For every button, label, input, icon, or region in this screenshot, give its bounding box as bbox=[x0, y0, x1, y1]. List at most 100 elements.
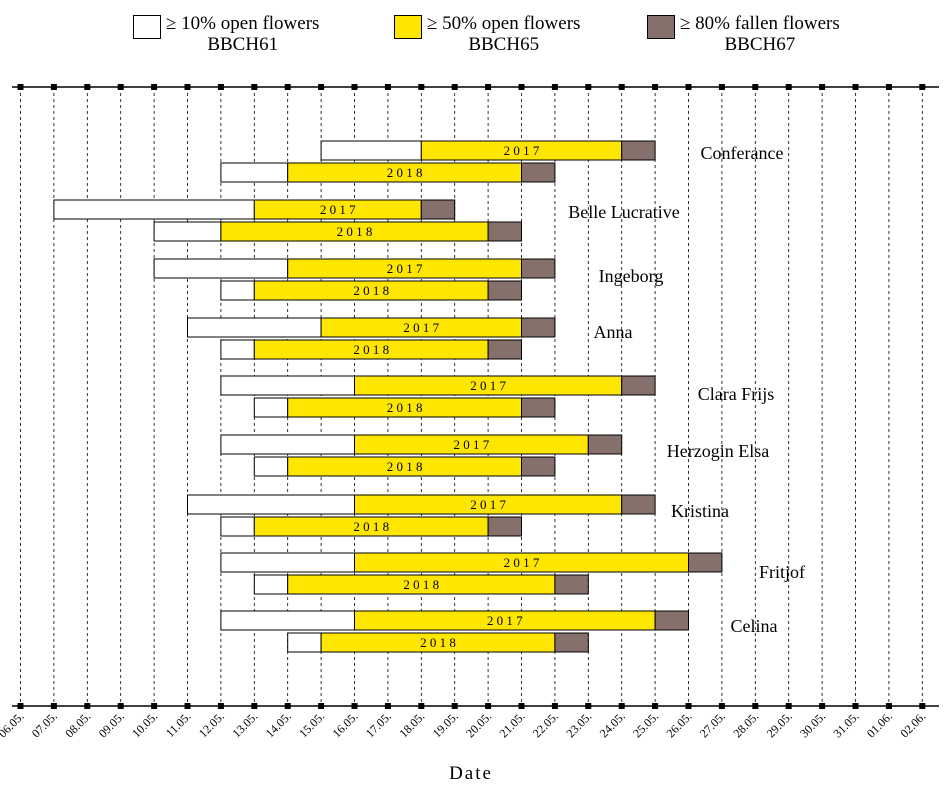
bar-year-label: 2 0 1 7 bbox=[504, 143, 540, 158]
tick-marker bbox=[184, 84, 191, 90]
bar-year-label: 2 0 1 7 bbox=[487, 613, 523, 628]
tick-marker bbox=[585, 703, 592, 709]
tick-marker bbox=[485, 84, 492, 90]
tick-marker bbox=[819, 84, 826, 90]
bar-bbch67 bbox=[621, 140, 656, 161]
bar-year-label: 2 0 1 7 bbox=[387, 261, 423, 276]
tick-marker bbox=[652, 703, 659, 709]
tick-marker bbox=[518, 84, 525, 90]
bar-bbch67 bbox=[554, 632, 589, 653]
tick-marker bbox=[885, 84, 892, 90]
tick-marker bbox=[284, 703, 291, 709]
tick-marker bbox=[117, 703, 124, 709]
x-tick-label: 26.05. bbox=[664, 709, 695, 740]
tick-marker bbox=[17, 703, 24, 709]
x-tick-label: 11.05. bbox=[163, 709, 194, 740]
tick-marker bbox=[418, 703, 425, 709]
legend-item-bbch67: ≥ 80% fallen flowers BBCH67 bbox=[647, 13, 840, 55]
tick-marker bbox=[551, 703, 558, 709]
bar-year-label: 2 0 1 8 bbox=[403, 577, 439, 592]
bar-bbch67 bbox=[521, 397, 556, 418]
tick-marker bbox=[351, 703, 358, 709]
bar-bbch61 bbox=[53, 199, 255, 220]
tick-marker bbox=[685, 703, 692, 709]
bar-year-label: 2 0 1 7 bbox=[320, 202, 356, 217]
tick-marker bbox=[384, 84, 391, 90]
tick-marker bbox=[251, 703, 258, 709]
bar-bbch67 bbox=[621, 494, 656, 515]
tick-marker bbox=[652, 84, 659, 90]
x-tick-label: 02.06. bbox=[897, 709, 928, 740]
tick-marker bbox=[819, 703, 826, 709]
bar-bbch67 bbox=[487, 280, 523, 301]
bar-bbch61 bbox=[187, 317, 322, 338]
tick-marker bbox=[618, 703, 625, 709]
legend-swatch-bbch61 bbox=[133, 15, 161, 39]
grid-lines bbox=[20, 87, 923, 706]
variety-label: Celina bbox=[731, 616, 778, 636]
x-tick-label: 15.05. bbox=[296, 709, 327, 740]
tick-marker bbox=[84, 703, 91, 709]
tick-marker bbox=[151, 703, 158, 709]
x-tick-label: 19.05. bbox=[430, 709, 461, 740]
bar-bbch61 bbox=[220, 552, 355, 573]
tick-marker bbox=[485, 703, 492, 709]
x-tick-label: 16.05. bbox=[330, 709, 361, 740]
bar-year-label: 2 0 1 8 bbox=[353, 519, 389, 534]
tick-marker bbox=[17, 84, 24, 90]
bar-bbch61 bbox=[253, 456, 289, 477]
bar-year-label: 2 0 1 8 bbox=[353, 342, 389, 357]
bar-bbch61 bbox=[220, 516, 255, 537]
bar-bbch61 bbox=[320, 140, 422, 161]
legend-swatch-bbch65 bbox=[394, 15, 422, 39]
legend-item-bbch61: ≥ 10% open flowers BBCH61 bbox=[133, 13, 319, 55]
bar-bbch67 bbox=[654, 610, 689, 631]
tick-marker bbox=[785, 84, 792, 90]
tick-marker bbox=[785, 703, 792, 709]
bar-bbch61 bbox=[220, 162, 289, 183]
x-tick-label: 29.05. bbox=[764, 709, 795, 740]
variety-label: Conferance bbox=[701, 143, 784, 163]
bar-year-label: 2 0 1 8 bbox=[353, 283, 389, 298]
variety-label: Belle Lucrative bbox=[568, 202, 679, 222]
bar-year-label: 2 0 1 7 bbox=[403, 320, 439, 335]
tick-marker bbox=[50, 84, 57, 90]
tick-marker bbox=[384, 703, 391, 709]
bar-bbch61 bbox=[253, 397, 289, 418]
x-tick-label: 24.05. bbox=[597, 709, 628, 740]
legend-label-line1: ≥ 80% fallen flowers bbox=[680, 13, 840, 34]
tick-marker bbox=[718, 84, 725, 90]
tick-marker bbox=[885, 703, 892, 709]
variety-labels: Conferance Belle Lucrative Ingeborg Anna Cla… bbox=[568, 143, 805, 636]
tick-marker bbox=[685, 84, 692, 90]
x-axis-title: Date bbox=[449, 763, 493, 784]
legend-label-line1: ≥ 50% open flowers bbox=[427, 13, 581, 34]
x-tick-label: 27.05. bbox=[697, 709, 728, 740]
tick-marker bbox=[551, 84, 558, 90]
x-tick-label: 12.05. bbox=[196, 709, 227, 740]
tick-marker bbox=[351, 84, 358, 90]
x-tick-label: 22.05. bbox=[530, 709, 561, 740]
bar-year-label: 2 0 1 7 bbox=[454, 437, 490, 452]
bar-year-label: 2 0 1 7 bbox=[504, 555, 540, 570]
x-tick-label: 20.05. bbox=[463, 709, 494, 740]
x-tick-label: 25.05. bbox=[630, 709, 661, 740]
tick-marker bbox=[217, 703, 224, 709]
bar-bbch67 bbox=[521, 317, 556, 338]
bar-bbch67 bbox=[521, 162, 556, 183]
tick-marker bbox=[585, 84, 592, 90]
x-tick-label: 13.05. bbox=[229, 709, 260, 740]
bar-year-label: 2 0 1 7 bbox=[470, 497, 506, 512]
bar-bbch67 bbox=[487, 221, 523, 242]
bar-bbch61 bbox=[253, 574, 289, 595]
bar-bbch61 bbox=[220, 280, 255, 301]
x-tick-label: 14.05. bbox=[263, 709, 294, 740]
bar-bbch67 bbox=[487, 516, 523, 537]
bar-year-label: 2 0 1 8 bbox=[387, 400, 423, 415]
variety-label: Fritjof bbox=[759, 562, 805, 582]
tick-marker bbox=[117, 84, 124, 90]
tick-marker bbox=[184, 703, 191, 709]
x-tick-label: 31.05. bbox=[831, 709, 862, 740]
legend-label-line1: ≥ 10% open flowers bbox=[166, 13, 320, 34]
bar-bbch61 bbox=[187, 494, 355, 515]
